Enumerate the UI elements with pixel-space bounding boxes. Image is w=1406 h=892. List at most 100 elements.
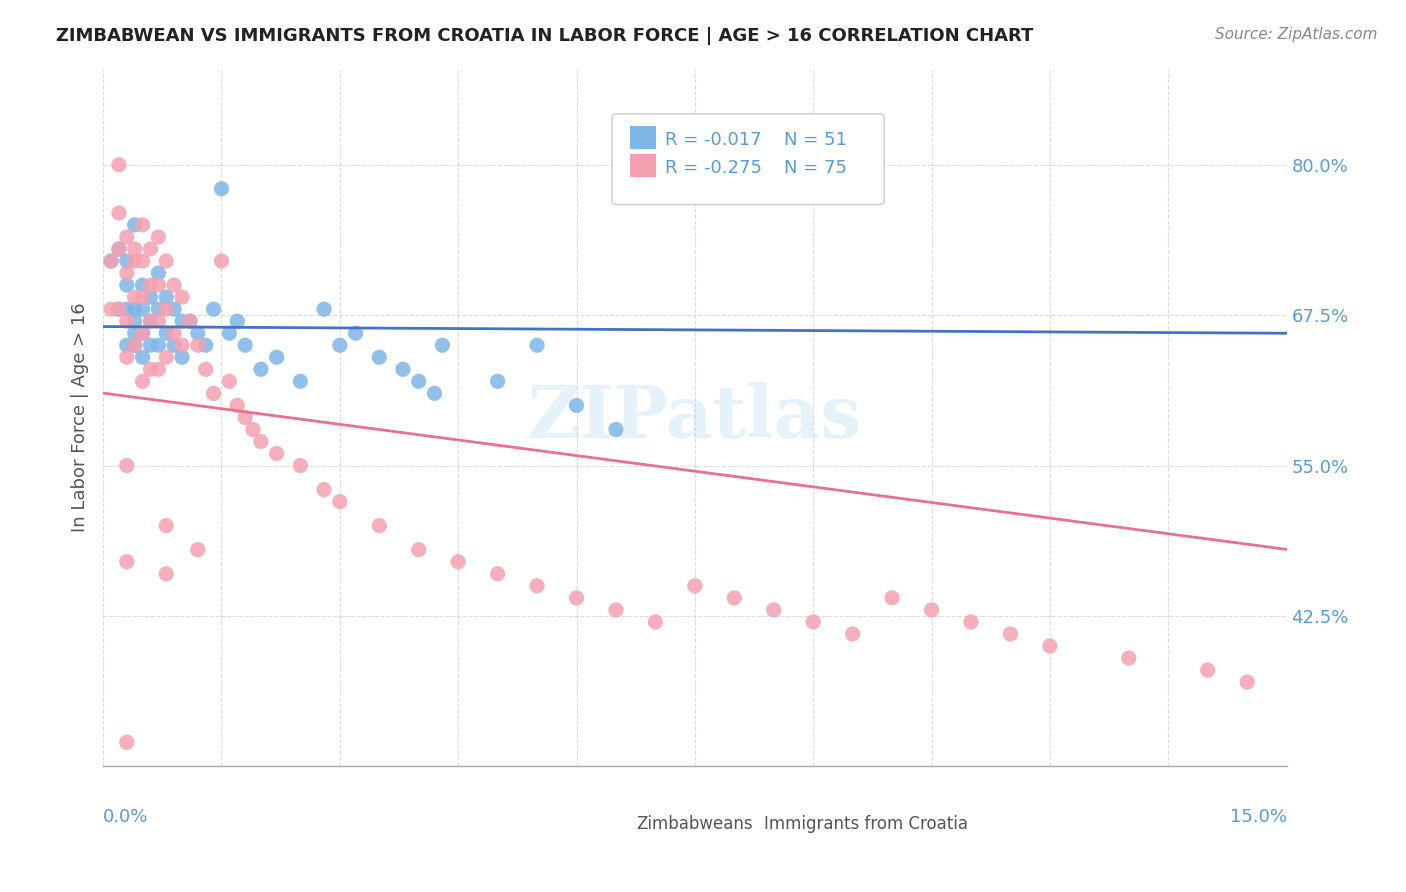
Point — [124, 302, 146, 317]
Point — [266, 351, 288, 365]
Point — [139, 314, 162, 328]
Point — [250, 362, 273, 376]
Point — [131, 278, 153, 293]
Point — [392, 362, 415, 376]
Point — [131, 290, 153, 304]
Point — [100, 302, 122, 317]
Point — [124, 326, 146, 341]
Point — [148, 230, 170, 244]
Point — [605, 422, 627, 436]
Point — [194, 338, 217, 352]
FancyBboxPatch shape — [630, 153, 655, 177]
Point — [131, 302, 153, 317]
Point — [486, 374, 509, 388]
Point — [155, 518, 177, 533]
Point — [131, 351, 153, 365]
Text: ZIPatlas: ZIPatlas — [527, 382, 862, 453]
Point — [163, 278, 186, 293]
Point — [115, 302, 138, 317]
Point — [408, 374, 430, 388]
Text: ZIMBABWEAN VS IMMIGRANTS FROM CROATIA IN LABOR FORCE | AGE > 16 CORRELATION CHAR: ZIMBABWEAN VS IMMIGRANTS FROM CROATIA IN… — [56, 27, 1033, 45]
Point — [155, 290, 177, 304]
Point — [211, 182, 233, 196]
Point — [312, 302, 335, 317]
Point — [408, 542, 430, 557]
Point — [124, 338, 146, 352]
Point — [187, 326, 209, 341]
Point — [432, 338, 454, 352]
Point — [921, 603, 943, 617]
Point — [187, 542, 209, 557]
Point — [368, 351, 391, 365]
Y-axis label: In Labor Force | Age > 16: In Labor Force | Age > 16 — [72, 302, 89, 533]
Point — [344, 326, 367, 341]
Point — [148, 338, 170, 352]
Point — [131, 218, 153, 232]
Point — [329, 338, 352, 352]
Point — [170, 290, 193, 304]
Point — [163, 338, 186, 352]
Point — [187, 338, 209, 352]
Point — [124, 338, 146, 352]
Point — [202, 386, 225, 401]
Point — [131, 326, 153, 341]
Point — [124, 290, 146, 304]
Point — [683, 579, 706, 593]
Point — [108, 242, 131, 256]
Point — [155, 254, 177, 268]
Point — [565, 398, 588, 412]
FancyBboxPatch shape — [796, 808, 821, 823]
Point — [312, 483, 335, 497]
Point — [115, 314, 138, 328]
Point — [115, 278, 138, 293]
Point — [1236, 675, 1258, 690]
Point — [242, 422, 264, 436]
Point — [131, 326, 153, 341]
Point — [115, 351, 138, 365]
Point — [226, 398, 249, 412]
FancyBboxPatch shape — [624, 808, 650, 823]
Point — [115, 230, 138, 244]
Point — [762, 603, 785, 617]
Point — [423, 386, 446, 401]
Point — [148, 302, 170, 317]
Text: Zimbabweans: Zimbabweans — [637, 815, 754, 833]
Point — [155, 351, 177, 365]
Point — [179, 314, 201, 328]
Point — [218, 326, 240, 341]
Point — [250, 434, 273, 449]
Point — [194, 362, 217, 376]
Text: N = 75: N = 75 — [783, 159, 846, 177]
Point — [202, 302, 225, 317]
Point — [148, 362, 170, 376]
Point — [115, 458, 138, 473]
Point — [139, 338, 162, 352]
Point — [526, 579, 548, 593]
Text: R = -0.275: R = -0.275 — [665, 159, 762, 177]
Text: R = -0.017: R = -0.017 — [665, 131, 762, 149]
Point — [108, 242, 131, 256]
Point — [170, 314, 193, 328]
Point — [605, 603, 627, 617]
Point — [801, 615, 824, 629]
Point — [115, 254, 138, 268]
Point — [170, 338, 193, 352]
Point — [960, 615, 983, 629]
Point — [179, 314, 201, 328]
Point — [163, 302, 186, 317]
Point — [148, 266, 170, 280]
Point — [1039, 639, 1062, 653]
Text: N = 51: N = 51 — [783, 131, 846, 149]
Point — [565, 591, 588, 605]
Point — [148, 278, 170, 293]
Point — [108, 302, 131, 317]
Point — [115, 266, 138, 280]
Point — [124, 314, 146, 328]
FancyBboxPatch shape — [630, 126, 655, 149]
Text: 0.0%: 0.0% — [103, 808, 149, 826]
Point — [115, 555, 138, 569]
Point — [211, 254, 233, 268]
Point — [880, 591, 903, 605]
Point — [486, 566, 509, 581]
Point — [155, 326, 177, 341]
